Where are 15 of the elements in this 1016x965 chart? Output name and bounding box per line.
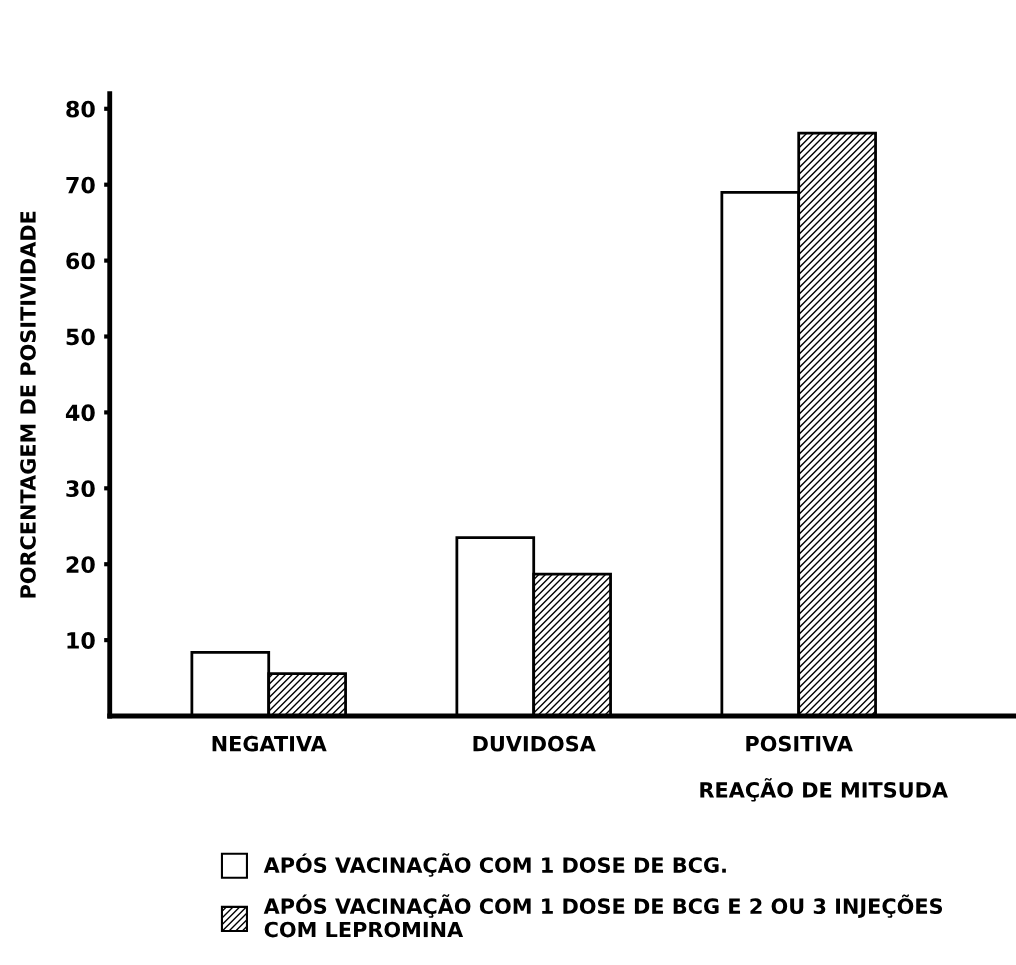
y-tick-label: 10	[67, 632, 95, 649]
y-tick-label: 70	[66, 176, 95, 194]
x-tick-label: NEGATIVA	[212, 735, 327, 752]
legend-label: APÓS VACINAÇÃO COM 1 DOSE DE BCG E 2 OU 3 INJEÇÕES COM LEPROMINA	[263, 894, 943, 938]
x-tick-label: POSITIVA	[746, 735, 853, 752]
y-axis-title: PORCENTAGEM DE POSITIVIDADE	[20, 211, 36, 598]
legend-label: APÓS VACINAÇÃO COM 1 DOSE DE BCG.	[263, 853, 726, 877]
y-tick-label: 60	[66, 252, 95, 270]
y-tick-label: 30	[66, 480, 95, 498]
y-tick-label: 80	[66, 100, 95, 118]
y-tick-label: 40	[65, 404, 95, 422]
y-tick-label: 50	[66, 328, 95, 346]
y-tick-label: 20	[66, 556, 95, 573]
x-axis-title: REAÇÃO DE MITSUDA	[700, 778, 948, 802]
x-tick-label: DUVIDOSA	[473, 735, 596, 752]
